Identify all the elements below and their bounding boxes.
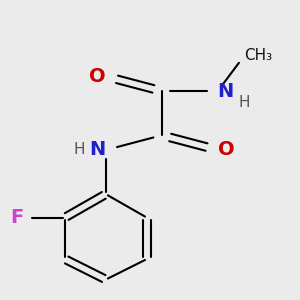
Text: O: O: [218, 140, 234, 160]
Text: O: O: [89, 67, 106, 86]
Text: F: F: [10, 208, 23, 227]
Text: H: H: [238, 95, 250, 110]
Text: N: N: [90, 140, 106, 160]
Text: N: N: [218, 82, 234, 100]
Text: H: H: [74, 142, 85, 158]
Text: CH₃: CH₃: [244, 48, 272, 63]
